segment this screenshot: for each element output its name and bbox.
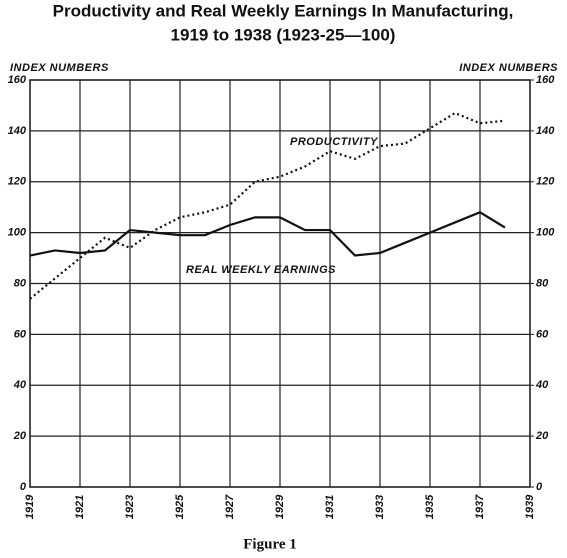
x-tick-label: 1931 (324, 495, 336, 519)
y2-tick-label: 60 (536, 328, 549, 340)
y2-tick-label: 120 (536, 176, 555, 188)
y-axis-label: INDEX NUMBERS (10, 62, 109, 74)
x-tick-label: 1937 (474, 494, 486, 519)
y-tick-label: 160 (8, 74, 27, 86)
x-tick-label: 1925 (174, 494, 186, 519)
series-line (29, 211, 506, 257)
chart-subtitle: 1919 to 1938 (1923-25—100) (171, 25, 396, 44)
y-tick-label: 120 (8, 176, 27, 188)
series-label: REAL WEEKLY EARNINGS (186, 264, 336, 276)
chart-title: Productivity and Real Weekly Earnings In… (53, 1, 514, 20)
y2-tick-label: 100 (536, 227, 555, 239)
y2-axis-label: INDEX NUMBERS (459, 62, 558, 74)
y-tick-label: 80 (14, 277, 27, 289)
y2-tick-label: 80 (536, 277, 549, 289)
x-tick-label: 1929 (274, 494, 286, 519)
y2-tick-label: 0 (536, 481, 543, 493)
y2-tick-label: 160 (536, 74, 555, 86)
plot-frame (29, 79, 531, 488)
y-tick-label: 100 (8, 227, 27, 239)
x-tick-label: 1919 (24, 494, 36, 519)
y2-tick-label: 20 (535, 430, 549, 442)
x-tick-label: 1939 (524, 494, 536, 519)
x-tick-label: 1935 (424, 494, 436, 519)
x-tick-label: 1933 (374, 495, 386, 519)
y2-tick-label: 40 (535, 379, 549, 391)
y-tick-label: 60 (14, 328, 27, 340)
figure-caption: Figure 1 (243, 536, 296, 552)
y2-tick-label: 140 (536, 125, 555, 137)
x-tick-label: 1923 (124, 495, 136, 519)
series-label: PRODUCTIVITY (290, 136, 379, 148)
x-tick-label: 1921 (74, 495, 86, 519)
y-tick-label: 0 (20, 481, 27, 493)
x-tick-label: 1927 (224, 494, 236, 519)
y-tick-label: 140 (8, 125, 27, 137)
series-line (29, 111, 506, 300)
y-tick-label: 40 (13, 379, 27, 391)
y-tick-label: 20 (13, 430, 27, 442)
